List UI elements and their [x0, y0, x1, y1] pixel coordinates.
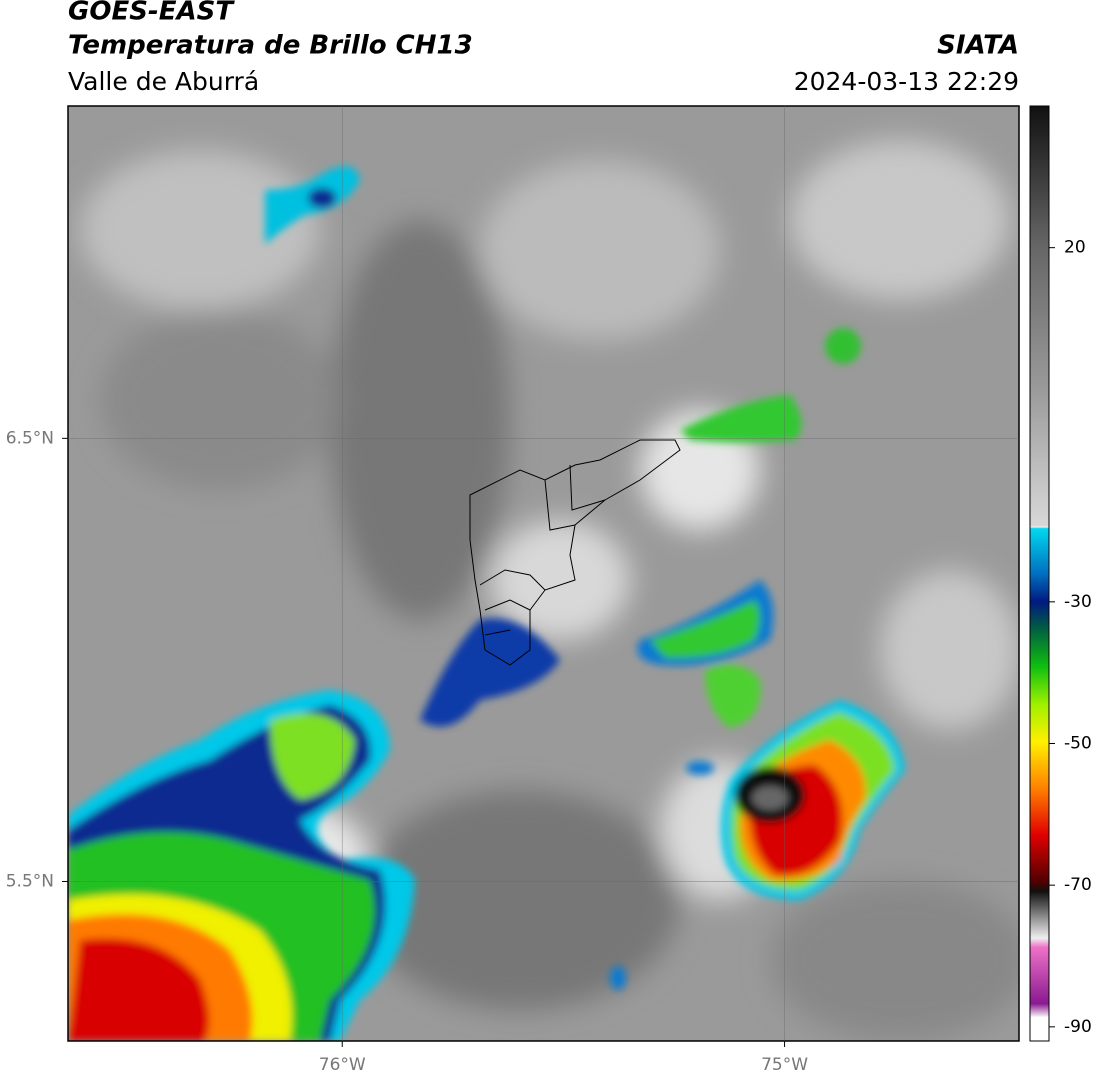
x-tick-label: 75°W: [761, 1055, 808, 1075]
colorbar-tick-label: -30: [1064, 592, 1092, 612]
colorbar-tick-label: -50: [1064, 734, 1092, 754]
satellite-image: [68, 106, 1019, 1041]
y-tick-label: 6.5°N: [6, 428, 54, 448]
timestamp: 2024-03-13 22:29: [794, 67, 1019, 96]
region: Valle de Aburrá: [68, 67, 259, 96]
colorbar: [1029, 105, 1050, 1042]
y-tick-label: 5.5°N: [6, 871, 54, 891]
colorbar-tick-label: -90: [1064, 1017, 1092, 1037]
title: GOES-EAST: [68, 0, 235, 27]
municipal-boundaries: [469, 439, 681, 666]
subtitle: Temperatura de Brillo CH13: [68, 31, 473, 61]
colorbar-tick-label: 20: [1064, 238, 1086, 258]
map-frame: [67, 105, 1020, 1042]
colorbar-tick-label: -70: [1064, 875, 1092, 895]
source: SIATA: [937, 31, 1019, 61]
x-tick-label: 76°W: [319, 1055, 366, 1075]
